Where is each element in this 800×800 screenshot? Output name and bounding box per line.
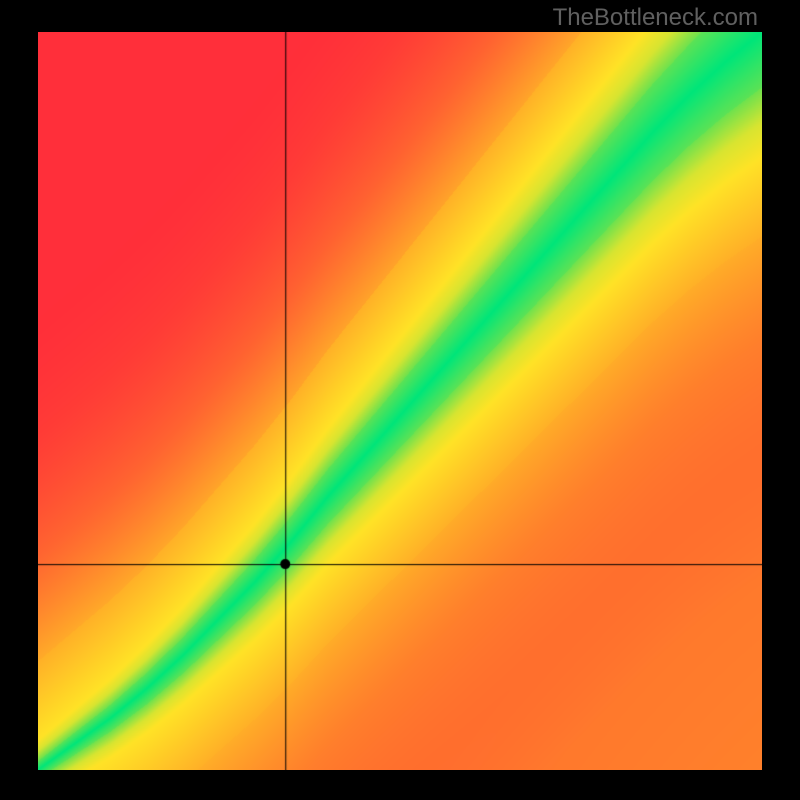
chart-stage: TheBottleneck.com	[0, 0, 800, 800]
bottleneck-heatmap	[38, 32, 762, 770]
watermark-text: TheBottleneck.com	[553, 4, 758, 32]
